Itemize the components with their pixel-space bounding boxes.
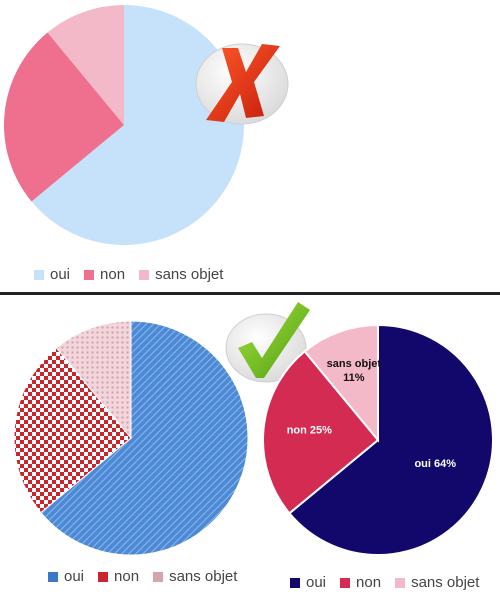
legend-label: sans objet [155,266,224,283]
pie-slice-non [3,32,124,202]
data-label-oui: oui 64% [414,458,456,470]
divider [0,292,500,295]
data-label-non: non 25% [287,425,332,437]
legend-label: sans objet [169,568,238,585]
legend-item-oui: oui [34,266,70,283]
checkmark-badge [222,298,314,384]
legend-labeled: oui non sans objet [290,574,479,591]
pie-slice-oui [287,323,494,556]
pie-chart-bad-svg [3,5,245,245]
legend-swatch [153,571,164,582]
pie-chart-bad [0,0,500,260]
pie-chart-patterned-svg [13,320,249,556]
legend-item-non: non [84,266,125,283]
legend-label: non [356,574,382,591]
pie-slice-oui [31,5,245,245]
legend-item-sans-objet: sans objet [139,266,223,283]
pie-slice-non [262,349,380,515]
legend-item-sans-objet: sans objet [153,568,237,585]
cross-icon [195,43,289,125]
legend-label: oui [50,266,71,283]
cross-badge [194,38,294,128]
pie-slice-oui [40,320,249,556]
legend-swatch [84,269,95,280]
legend-swatch [395,577,406,588]
legend-label: oui [64,568,85,585]
legend-label: sans objet [411,574,480,591]
legend-swatch [290,577,300,588]
data-label-sans-objet: sans objet 11% [327,358,382,384]
pie-slice-sans-objet [303,323,379,443]
legend-item-non: non [98,568,139,585]
legend-swatch [98,571,109,582]
legend-item-oui: oui [48,568,84,585]
legend-swatch [48,571,58,582]
checkmark-icon [225,302,310,383]
legend-label: non [114,568,140,585]
legend-bad: oui non sans objet [34,266,223,283]
pie-slice-sans-objet [47,5,124,125]
legend-label: oui [306,574,327,591]
legend-swatch [340,577,351,588]
legend-item-sans-objet: sans objet [395,574,479,591]
pie-chart-labeled-svg: oui 64% non 25% sans objet 11% [262,323,494,556]
legend-patterned: oui non sans objet [48,568,237,585]
pie-chart-labeled: oui 64% non 25% sans objet 11% [258,320,500,562]
legend-item-non: non [340,574,381,591]
legend-label: non [100,266,126,283]
legend-swatch [139,269,150,280]
legend-swatch [34,269,44,280]
pie-chart-patterned [0,300,260,562]
pie-slice-sans-objet [55,320,132,440]
pie-slice-non [13,347,132,514]
legend-item-oui: oui [290,574,326,591]
